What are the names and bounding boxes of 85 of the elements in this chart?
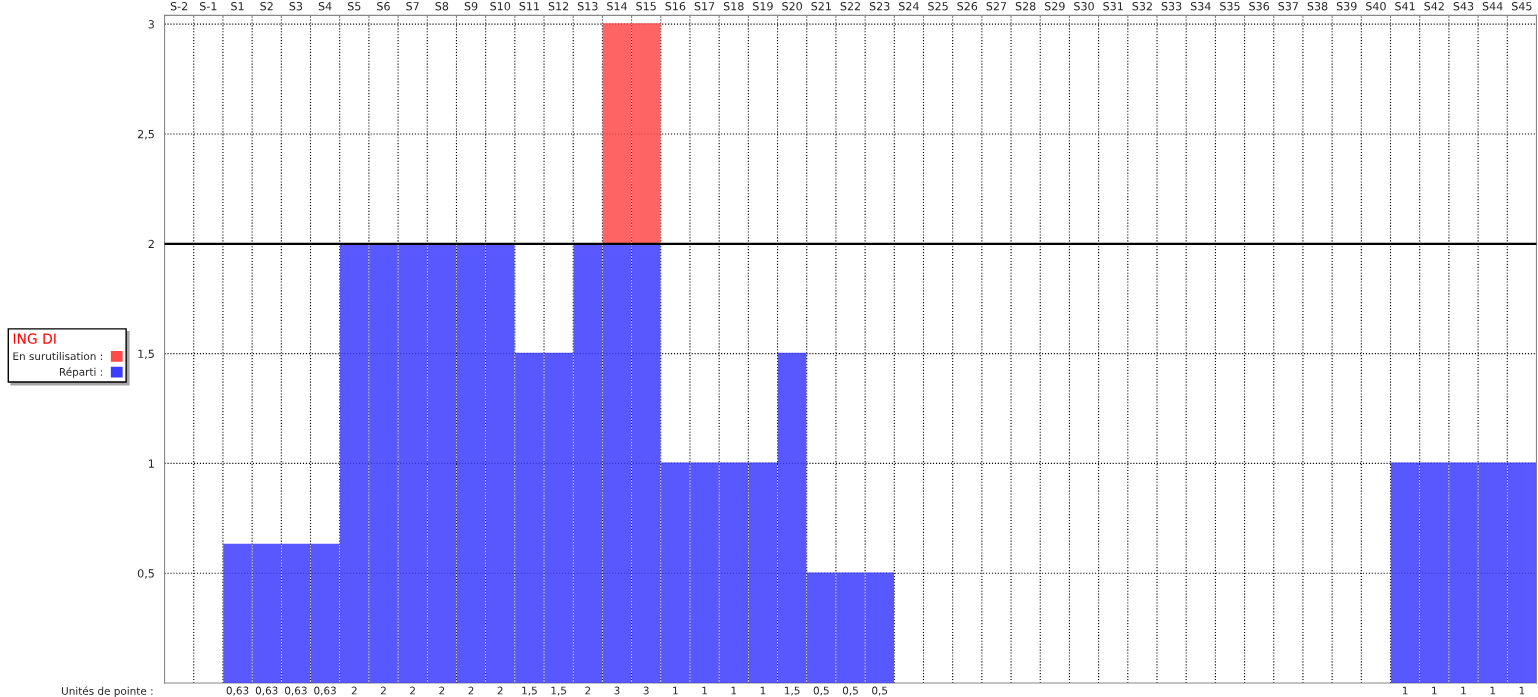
x-tick-label: S4 <box>318 2 332 11</box>
total-label: 0,5 <box>872 686 888 696</box>
y-tick-label: 1 <box>148 459 154 468</box>
y-tick-label: 2 <box>148 239 154 248</box>
x-tick-label: S45 <box>1512 2 1532 11</box>
y-tick-label: 1,5 <box>138 349 154 360</box>
x-tick-label: S13 <box>577 2 598 11</box>
x-tick-label: S30 <box>1074 2 1094 11</box>
x-tick-label: S11 <box>519 2 539 11</box>
total-label: 1 <box>1402 686 1408 695</box>
x-tick-label: S15 <box>636 2 656 11</box>
x-tick-label: S36 <box>1249 2 1270 11</box>
x-tick-label: S14 <box>607 2 627 11</box>
x-tick-label: S19 <box>753 2 773 11</box>
y-tick-label: 2,5 <box>137 129 154 140</box>
x-tick-label: S17 <box>694 2 715 11</box>
x-tick-label: S35 <box>1220 2 1240 11</box>
total-label: 1 <box>1519 686 1525 695</box>
x-tick-label: S31 <box>1103 2 1123 11</box>
total-label: 1 <box>731 686 737 695</box>
total-label: 2 <box>439 686 445 695</box>
y-tick-label: 0,5 <box>137 569 154 579</box>
x-tick-label: S20 <box>782 2 802 11</box>
x-tick-label: S9 <box>464 2 478 11</box>
x-tick-label: S7 <box>406 2 419 11</box>
x-tick-label: S1 <box>231 2 244 11</box>
y-tick-label: 3 <box>148 20 154 29</box>
x-tick-label: S37 <box>1278 2 1298 11</box>
total-label: 1,5 <box>785 686 800 696</box>
total-label: 3 <box>614 686 620 695</box>
x-tick-label: S27 <box>986 2 1007 11</box>
legend-title: ING DI <box>13 333 56 344</box>
x-tick-label: S43 <box>1453 2 1474 11</box>
x-tick-label: S-1 <box>200 2 217 11</box>
total-label: 1 <box>1461 686 1466 695</box>
total-label: 1 <box>1432 686 1437 695</box>
total-label: 3 <box>643 686 649 695</box>
x-tick-label: S32 <box>1132 2 1152 11</box>
x-tick-label: S6 <box>377 2 390 11</box>
x-tick-label: S33 <box>1161 2 1182 11</box>
x-tick-label: S8 <box>435 2 449 11</box>
total-label: 1 <box>702 686 707 695</box>
x-tick-label: S12 <box>548 2 569 11</box>
total-label: 1,5 <box>551 686 566 696</box>
x-tick-label: S21 <box>811 2 831 11</box>
total-label: 0,63 <box>226 686 249 696</box>
total-label: 2 <box>351 686 357 695</box>
x-tick-label: S16 <box>665 2 686 11</box>
x-tick-label: S22 <box>840 2 860 11</box>
x-tick-label: S23 <box>869 2 890 11</box>
legend-label: Réparti : <box>59 367 102 378</box>
x-tick-label: S5 <box>347 2 361 11</box>
total-label: 2 <box>585 686 591 695</box>
total-label: 1,5 <box>522 686 537 696</box>
total-label: 0,5 <box>813 686 829 696</box>
total-label: 1 <box>760 686 766 695</box>
x-tick-label: S10 <box>490 2 511 11</box>
x-tick-label: S-2 <box>170 2 188 11</box>
x-tick-label: S38 <box>1307 2 1328 11</box>
x-tick-label: S3 <box>289 2 303 11</box>
total-label: 2 <box>468 686 474 695</box>
text: Unités de pointe : <box>62 686 153 697</box>
total-label: 0,5 <box>842 686 858 696</box>
legend-label: En surutilisation : <box>13 352 102 361</box>
x-tick-label: S24 <box>899 2 919 11</box>
total-label: 1 <box>673 686 678 695</box>
x-tick-label: S34 <box>1190 2 1211 11</box>
x-tick-label: S40 <box>1366 2 1386 11</box>
x-tick-label: S28 <box>1015 2 1036 11</box>
x-tick-label: S18 <box>723 2 744 11</box>
total-label: 2 <box>410 686 415 695</box>
x-tick-label: S39 <box>1336 2 1357 11</box>
x-tick-label: S26 <box>957 2 978 11</box>
total-label: 2 <box>497 686 503 695</box>
total-label: 0,63 <box>314 686 336 696</box>
x-tick-label: S41 <box>1395 2 1415 11</box>
total-label: 0,63 <box>285 686 307 696</box>
x-tick-label: S42 <box>1424 2 1444 11</box>
x-tick-label: S44 <box>1482 2 1503 11</box>
total-label: 2 <box>380 686 386 695</box>
total-label: 0,63 <box>255 686 278 696</box>
total-label: 1 <box>1490 686 1496 695</box>
x-tick-label: S2 <box>260 2 273 11</box>
x-tick-label: S29 <box>1044 2 1065 11</box>
x-tick-label: S25 <box>928 2 948 11</box>
